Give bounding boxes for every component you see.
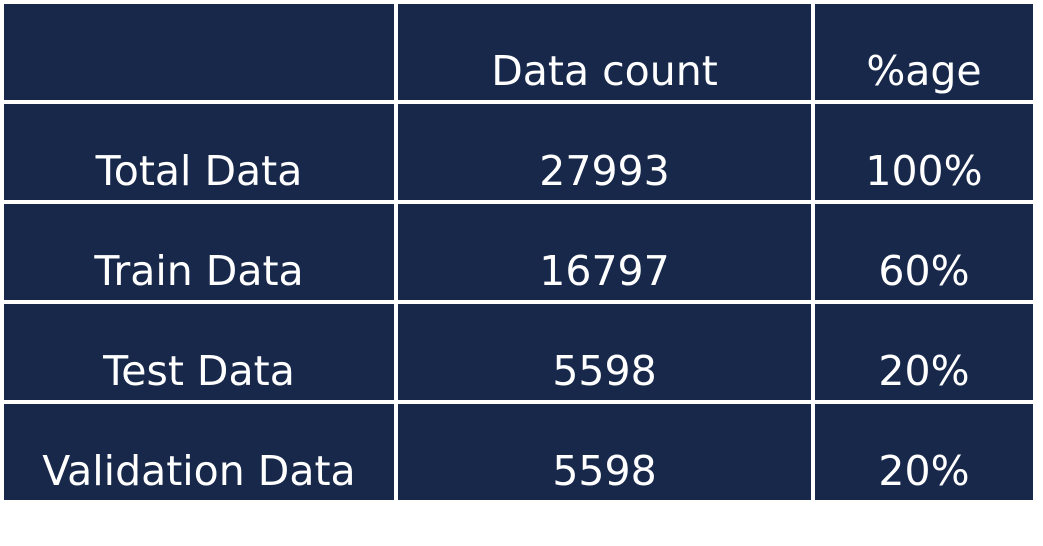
percentage-cell: 60% bbox=[815, 204, 1033, 300]
header-cell-empty bbox=[4, 4, 394, 100]
row-label: Validation Data bbox=[4, 404, 394, 500]
percentage-cell: 100% bbox=[815, 104, 1033, 200]
header-row: Data count %age bbox=[4, 4, 1033, 100]
table-row-train: Train Data 16797 60% bbox=[4, 204, 1033, 300]
percentage-cell: 20% bbox=[815, 404, 1033, 500]
data-count-cell: 5598 bbox=[398, 404, 811, 500]
header-cell-percentage: %age bbox=[815, 4, 1033, 100]
row-label: Train Data bbox=[4, 204, 394, 300]
table-row-test: Test Data 5598 20% bbox=[4, 304, 1033, 400]
row-label: Total Data bbox=[4, 104, 394, 200]
data-count-cell: 16797 bbox=[398, 204, 811, 300]
header-cell-data-count: Data count bbox=[398, 4, 811, 100]
percentage-cell: 20% bbox=[815, 304, 1033, 400]
data-count-cell: 5598 bbox=[398, 304, 811, 400]
data-split-table: Data count %age Total Data 27993 100% Tr… bbox=[4, 4, 1033, 500]
row-label: Test Data bbox=[4, 304, 394, 400]
table-row-validation: Validation Data 5598 20% bbox=[4, 404, 1033, 500]
table-row-total: Total Data 27993 100% bbox=[4, 104, 1033, 200]
data-count-cell: 27993 bbox=[398, 104, 811, 200]
